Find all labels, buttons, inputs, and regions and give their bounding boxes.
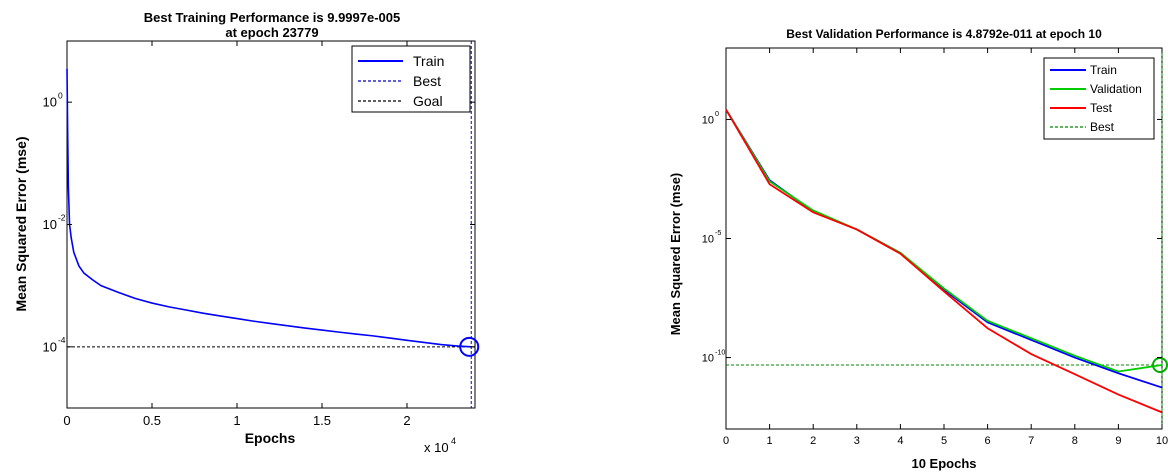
y-tick-label-0: 10	[702, 114, 714, 126]
chart2-title: Best Validation Performance is 4.8792e-0…	[786, 27, 1102, 41]
x-tick-label-5: 5	[941, 435, 947, 447]
x-tick-label-10: 10	[1156, 435, 1168, 447]
chart2-x-label: 10 Epochs	[911, 456, 976, 471]
validation-performance-chart: Best Validation Performance is 4.8792e-0…	[668, 27, 1168, 471]
y-tick-exponent-1: -2	[58, 213, 66, 223]
x-tick-label-1: 1	[767, 435, 773, 447]
y-tick-exponent-0: 0	[58, 90, 63, 100]
chart2-x-ticks: 0 1 2 3 4 5 6 7 8 9 10	[723, 48, 1168, 447]
y-tick-label-0: 10	[43, 95, 57, 110]
chart2-legend-test-label: Test	[1090, 101, 1113, 115]
chart2-legend-train-label: Train	[1090, 63, 1117, 77]
chart1-y-label: Mean Squared Error (mse)	[13, 136, 29, 311]
x-tick-label-3: 3	[854, 435, 860, 447]
series-line-train	[66, 68, 472, 348]
chart1-title-line1: Best Training Performance is 9.9997e-005	[144, 10, 401, 25]
y-tick-label-1: 10	[702, 233, 714, 245]
x-tick-label-2: 1	[233, 413, 240, 428]
training-performance-chart: Best Training Performance is 9.9997e-005…	[13, 10, 480, 455]
chart2-legend-validation-label: Validation	[1090, 82, 1142, 96]
chart1-legend: Train Best Goal	[351, 45, 471, 113]
chart2-legend-box	[1043, 57, 1155, 140]
x-tick-label-4: 2	[403, 413, 410, 428]
chart2-y-label: Mean Squared Error (mse)	[668, 173, 683, 336]
chart1-legend-box	[351, 45, 471, 113]
y-tick-exponent-1: -5	[715, 229, 721, 237]
series-line-test	[725, 109, 1163, 414]
x-tick-label-7: 7	[1028, 435, 1034, 447]
chart1-legend-train-label: Train	[413, 53, 444, 69]
chart1-legend-goal-label: Goal	[413, 93, 443, 109]
chart2-legend-best-label: Best	[1090, 120, 1115, 134]
x-tick-label-9: 9	[1115, 435, 1121, 447]
y-tick-exponent-0: 0	[715, 110, 719, 118]
best-marker-circle	[459, 336, 480, 357]
series-line-validation	[725, 109, 1163, 373]
y-tick-exponent-2: -10	[715, 348, 725, 356]
x-tick-label-1: 0.5	[143, 413, 161, 428]
chart1-legend-best-label: Best	[413, 73, 441, 89]
chart1-x-multiplier: x 10 4	[424, 436, 456, 455]
x-tick-label-4: 4	[897, 435, 903, 447]
y-tick-label-2: 10	[43, 339, 57, 354]
x-tick-label-0: 0	[723, 435, 729, 447]
x-tick-label-0: 0	[63, 413, 70, 428]
x-tick-label-2: 2	[810, 435, 816, 447]
chart1-title-line2: at epoch 23779	[225, 25, 318, 40]
chart1-x-multiplier-base: x 10	[424, 440, 449, 455]
chart2-series	[725, 109, 1163, 414]
chart1-series	[66, 68, 472, 348]
chart1-x-ticks: 0 0.5 1 1.5 2	[63, 41, 411, 428]
chart2-legend: Train Validation Test Best	[1043, 57, 1155, 140]
x-tick-label-8: 8	[1072, 435, 1078, 447]
y-tick-label-1: 10	[43, 217, 57, 232]
x-tick-label-6: 6	[985, 435, 991, 447]
y-tick-label-2: 10	[702, 352, 714, 364]
chart1-x-multiplier-exp: 4	[451, 436, 456, 446]
chart1-best-marker	[459, 336, 480, 357]
chart1-x-label: Epochs	[245, 430, 296, 446]
y-tick-exponent-2: -4	[58, 335, 66, 345]
x-tick-label-3: 1.5	[313, 413, 331, 428]
